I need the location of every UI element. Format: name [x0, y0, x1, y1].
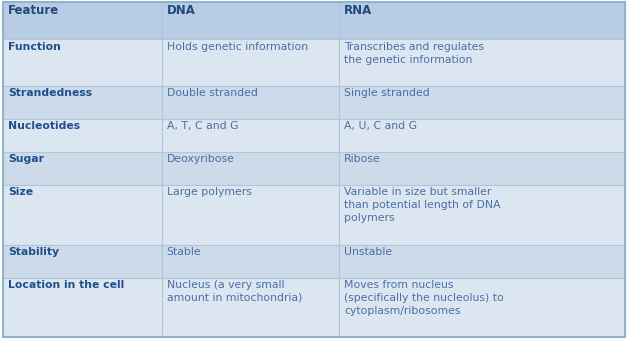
- Text: Transcribes and regulates
the genetic information: Transcribes and regulates the genetic in…: [344, 42, 484, 64]
- Text: Nucleus (a very small
amount in mitochondria): Nucleus (a very small amount in mitochon…: [166, 280, 302, 303]
- Bar: [161, 245, 339, 278]
- Bar: [3, 185, 161, 245]
- Text: Function: Function: [8, 42, 61, 52]
- Text: Stability: Stability: [8, 247, 59, 257]
- Bar: [161, 2, 339, 39]
- Bar: [339, 2, 625, 39]
- Text: Ribose: Ribose: [344, 154, 381, 164]
- Text: Strandedness: Strandedness: [8, 88, 92, 98]
- Bar: [3, 152, 161, 185]
- Text: RNA: RNA: [344, 4, 372, 17]
- Bar: [3, 245, 161, 278]
- Text: DNA: DNA: [166, 4, 195, 17]
- Bar: [161, 39, 339, 86]
- Text: A, T, C and G: A, T, C and G: [166, 121, 238, 131]
- Bar: [339, 278, 625, 337]
- Bar: [3, 39, 161, 86]
- Bar: [339, 39, 625, 86]
- Bar: [339, 119, 625, 152]
- Text: Single stranded: Single stranded: [344, 88, 430, 98]
- Text: Variable in size but smaller
than potential length of DNA
polymers: Variable in size but smaller than potent…: [344, 187, 501, 223]
- Bar: [161, 278, 339, 337]
- Bar: [3, 2, 161, 39]
- Text: Size: Size: [8, 187, 33, 197]
- Bar: [161, 185, 339, 245]
- Bar: [339, 152, 625, 185]
- Text: Deoxyribose: Deoxyribose: [166, 154, 235, 164]
- Text: Large polymers: Large polymers: [166, 187, 252, 197]
- Text: Double stranded: Double stranded: [166, 88, 257, 98]
- Text: Sugar: Sugar: [8, 154, 44, 164]
- Text: Unstable: Unstable: [344, 247, 392, 257]
- Text: A, U, C and G: A, U, C and G: [344, 121, 417, 131]
- Bar: [339, 86, 625, 119]
- Bar: [161, 86, 339, 119]
- Text: Moves from nucleus
(specifically the nucleolus) to
cytoplasm/ribosomes: Moves from nucleus (specifically the nuc…: [344, 280, 504, 316]
- Bar: [161, 152, 339, 185]
- Bar: [161, 119, 339, 152]
- Text: Holds genetic information: Holds genetic information: [166, 42, 308, 52]
- Bar: [3, 119, 161, 152]
- Text: Feature: Feature: [8, 4, 60, 17]
- Text: Nucleotides: Nucleotides: [8, 121, 80, 131]
- Text: Stable: Stable: [166, 247, 202, 257]
- Text: Location in the cell: Location in the cell: [8, 280, 124, 290]
- Bar: [3, 278, 161, 337]
- Bar: [3, 86, 161, 119]
- Bar: [339, 245, 625, 278]
- Bar: [339, 185, 625, 245]
